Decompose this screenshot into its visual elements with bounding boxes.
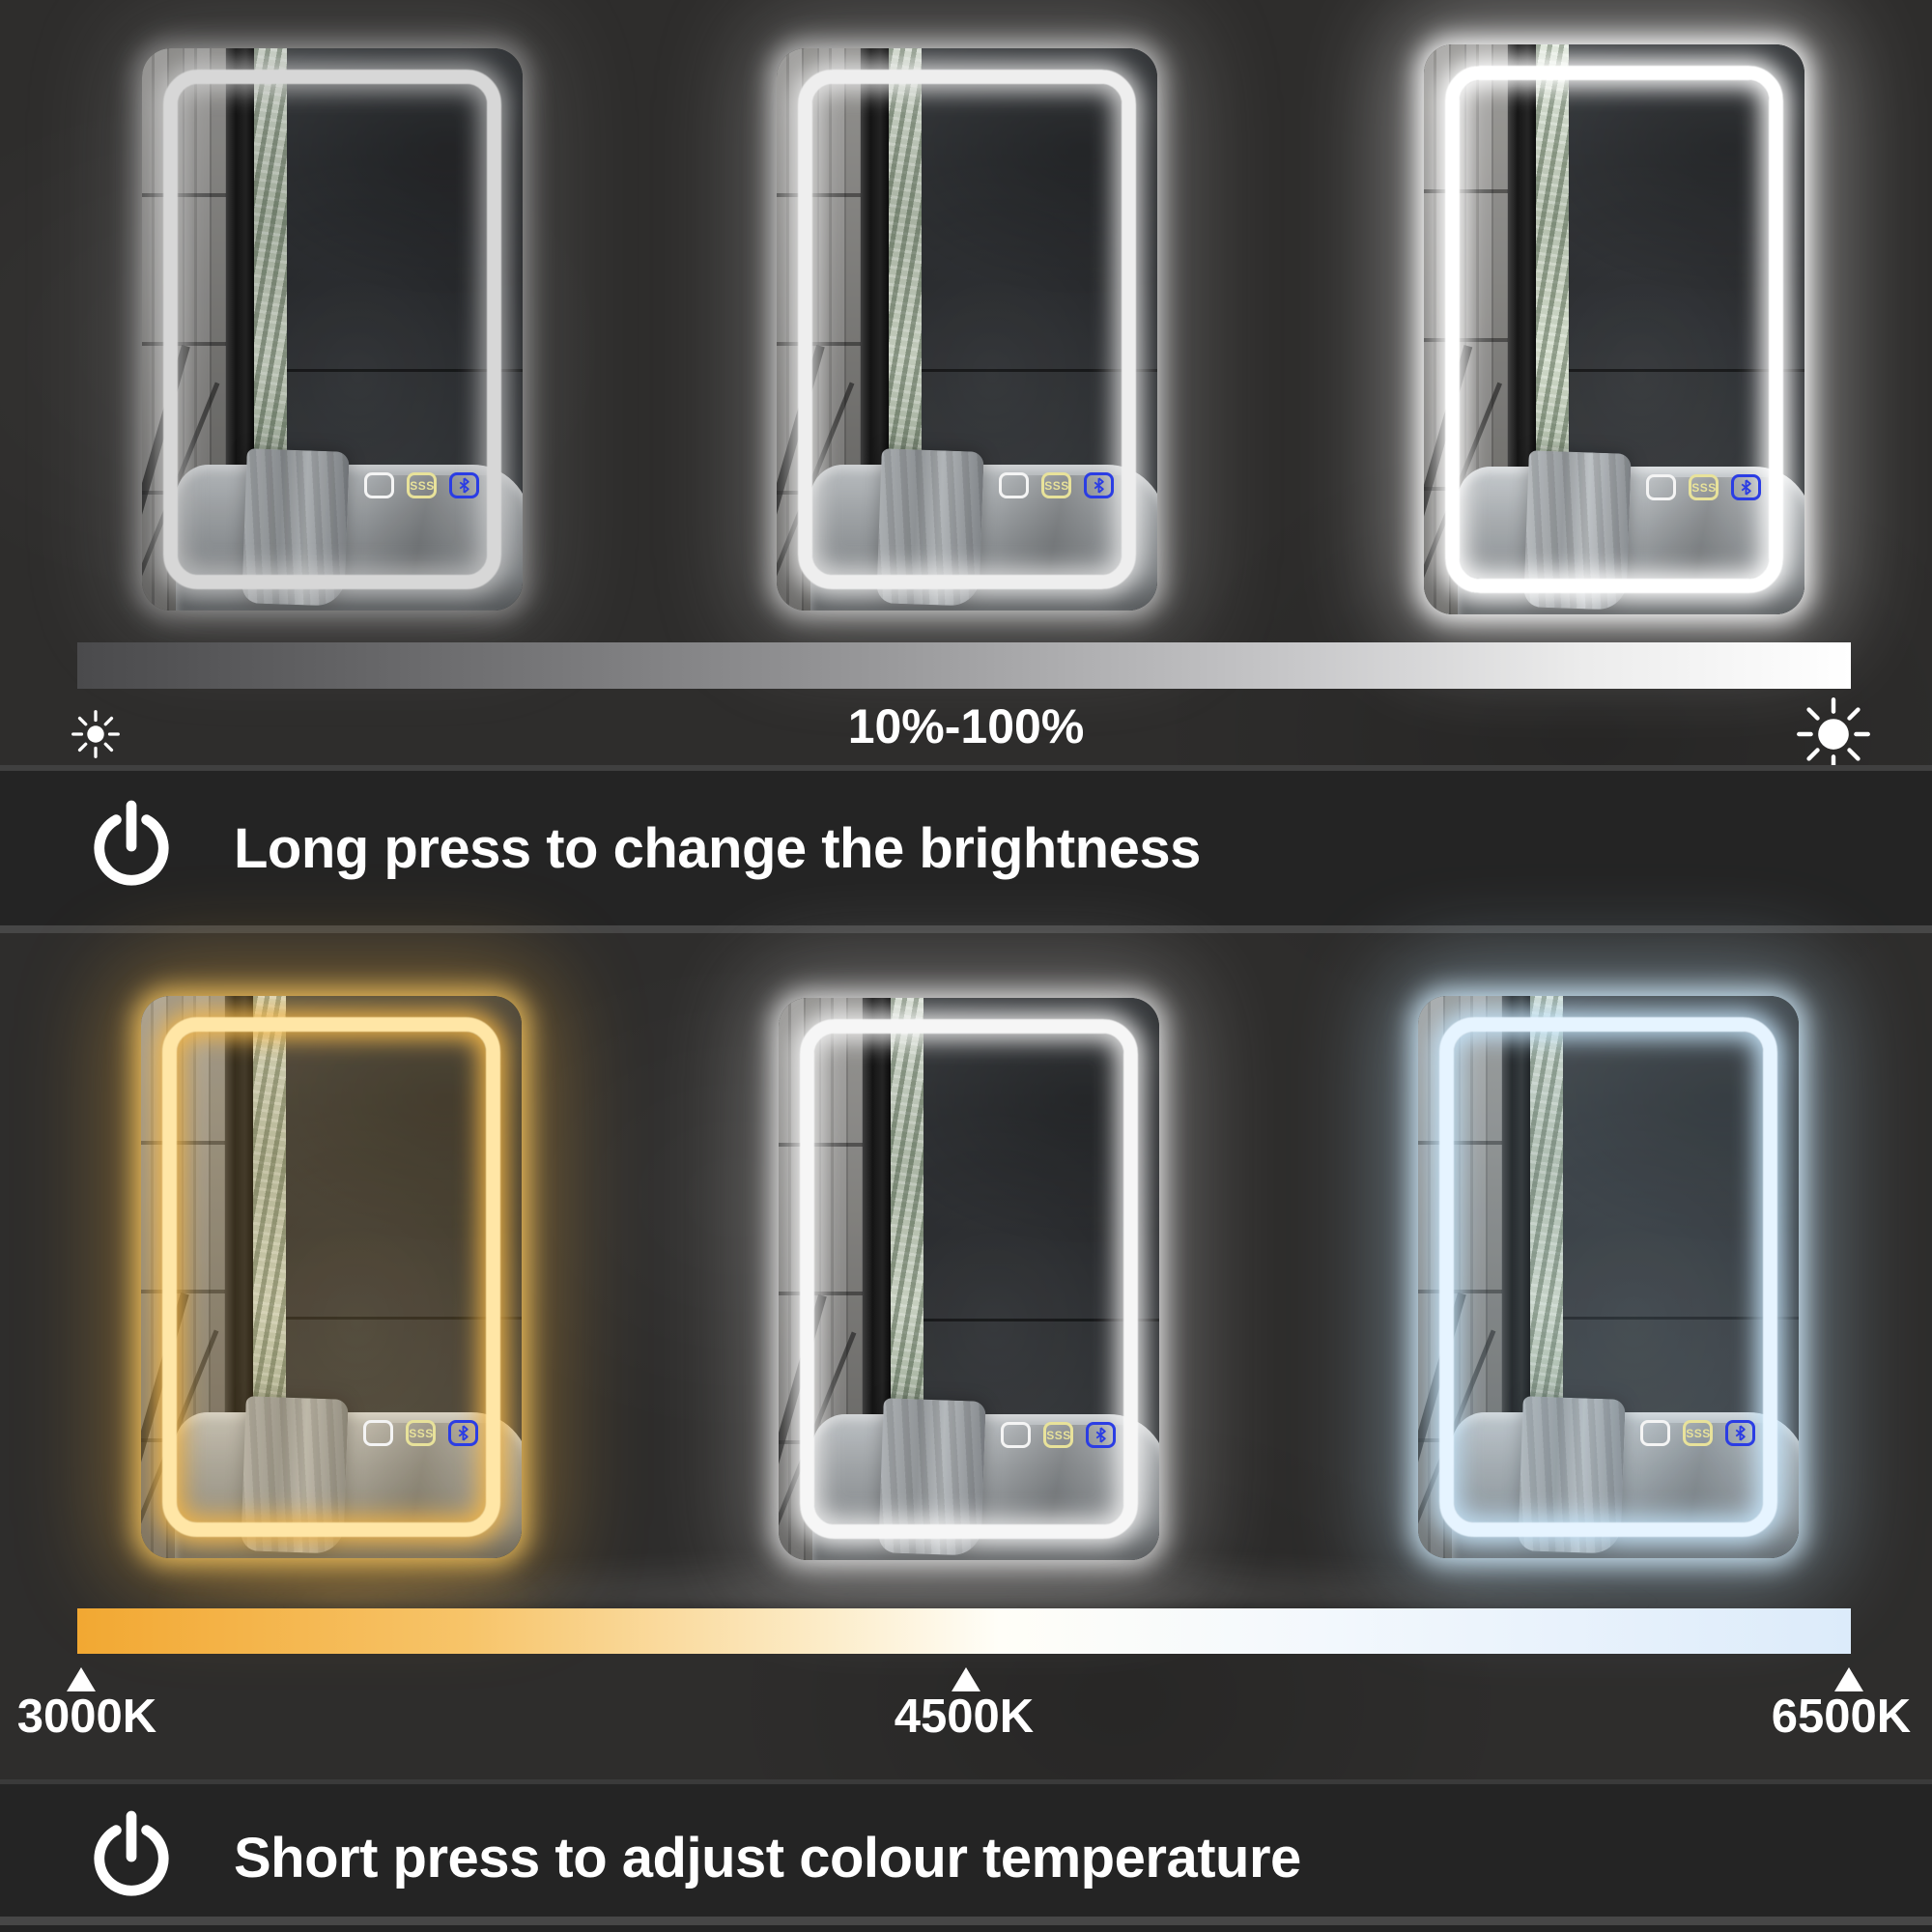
defog-label: SSS	[410, 478, 435, 493]
defog-icon: SSS	[1043, 1422, 1074, 1449]
touch-controls: SSS	[1640, 1420, 1756, 1447]
temp-label-3000k: 3000K	[16, 1690, 157, 1743]
defog-label: SSS	[1686, 1426, 1711, 1440]
bluetooth-icon	[449, 472, 480, 499]
led-strip	[1445, 66, 1783, 593]
led-strip	[162, 1017, 500, 1537]
concrete-seam	[286, 368, 523, 372]
defog-label: SSS	[409, 1426, 434, 1440]
concrete-seam	[923, 1318, 1159, 1321]
light-button-icon	[999, 472, 1030, 499]
brightness-gradient-bar	[77, 642, 1851, 689]
bluetooth-icon	[1731, 474, 1762, 501]
touch-controls: SSS	[1001, 1422, 1117, 1449]
defog-label: SSS	[1046, 1428, 1071, 1442]
touch-controls: SSS	[1646, 474, 1762, 501]
brightness-low-sun-icon	[71, 710, 120, 758]
concrete-seam	[921, 368, 1157, 372]
defog-label: SSS	[1044, 478, 1069, 493]
brightness-range-label: 10%-100%	[847, 699, 1085, 753]
temperature-instruction-text: Short press to adjust colour temperature	[234, 1827, 1301, 1889]
bluetooth-icon	[1086, 1422, 1117, 1449]
light-tint-overlay	[1418, 996, 1799, 1558]
led-strip	[800, 1019, 1138, 1539]
mirror-brightness-mid: SSS	[777, 48, 1157, 611]
light-button-icon	[1646, 474, 1677, 501]
defog-icon: SSS	[1689, 474, 1719, 501]
led-strip	[1439, 1017, 1777, 1537]
mirror-brightness-low: SSS	[142, 48, 523, 611]
touch-controls: SSS	[364, 472, 480, 499]
marker-3000k	[67, 1667, 96, 1691]
touch-controls: SSS	[999, 472, 1115, 499]
mirror-brightness-high: SSS	[1424, 44, 1804, 614]
led-strip	[798, 70, 1136, 589]
light-button-icon	[1640, 1420, 1671, 1447]
defog-icon: SSS	[407, 472, 438, 499]
power-icon	[94, 800, 169, 886]
temp-label-4500k: 4500K	[894, 1690, 1035, 1743]
touch-controls: SSS	[363, 1420, 479, 1447]
defog-icon: SSS	[1041, 472, 1072, 499]
light-tint-overlay	[141, 996, 522, 1558]
defog-icon: SSS	[1683, 1420, 1714, 1447]
mirror-temp-neutral-4500k: SSS	[779, 998, 1159, 1560]
bluetooth-icon	[448, 1420, 479, 1447]
mirror-temp-cool-6500k: SSS	[1418, 996, 1799, 1558]
led-strip	[163, 70, 501, 589]
concrete-seam	[1568, 369, 1804, 373]
temp-label-6500k: 6500K	[1771, 1690, 1912, 1743]
marker-4500k	[952, 1667, 980, 1691]
mirror-temp-warm-3000k: SSS	[141, 996, 522, 1558]
power-icon	[94, 1810, 169, 1896]
defog-icon: SSS	[406, 1420, 437, 1447]
brightness-instruction-banner: Long press to change the brightness	[0, 765, 1932, 933]
bluetooth-icon	[1084, 472, 1115, 499]
defog-label: SSS	[1691, 480, 1717, 495]
temperature-gradient-bar	[77, 1608, 1851, 1654]
brightness-instruction-text: Long press to change the brightness	[234, 816, 1201, 880]
brightness-high-sun-icon	[1797, 697, 1870, 771]
light-button-icon	[1001, 1422, 1032, 1449]
light-button-icon	[364, 472, 395, 499]
light-button-icon	[363, 1420, 394, 1447]
bluetooth-icon	[1725, 1420, 1756, 1447]
marker-6500k	[1834, 1667, 1863, 1691]
temperature-instruction-banner: Short press to adjust colour temperature	[0, 1779, 1932, 1932]
